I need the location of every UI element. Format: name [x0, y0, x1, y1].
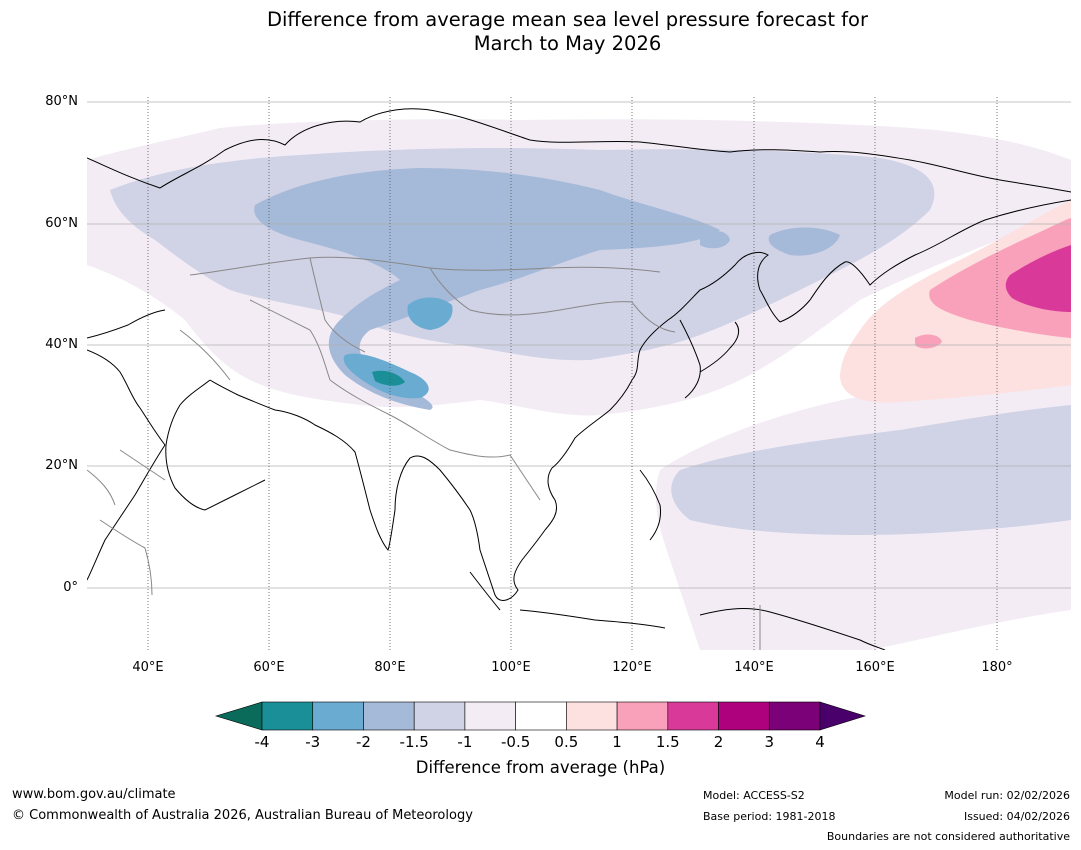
map-area	[87, 97, 1071, 650]
contour-pos-1	[929, 218, 1071, 338]
contour-neg-3	[372, 370, 405, 386]
colorbar-title: Difference from average (hPa)	[415, 758, 666, 777]
title-line-2: March to May 2026	[473, 32, 662, 55]
colorbar-swatch	[413, 701, 466, 731]
lon-label-160e: 160°E	[855, 660, 895, 675]
colorbar-tick-label: 3	[764, 733, 775, 751]
model-name: Model: ACCESS-S2	[703, 789, 805, 802]
contour-neg-1-pacific	[671, 405, 1071, 535]
lon-label-180: 180°	[981, 660, 1013, 675]
colorbar-swatch	[261, 701, 314, 731]
contour-neg-2	[407, 297, 453, 330]
lat-label-40n: 40°N	[45, 337, 78, 352]
colorbar-swatch	[312, 701, 364, 731]
lat-label-0: 0°	[63, 580, 78, 595]
lat-label-20n: 20°N	[45, 458, 78, 473]
colorbar-swatch	[768, 701, 821, 731]
colorbar-tick-label: -1.5	[399, 733, 429, 751]
colorbar-tick-label: 1	[612, 733, 622, 751]
issued-date: Issued: 04/02/2026	[963, 810, 1070, 823]
model-run-date: Model run: 02/02/2026	[944, 789, 1070, 802]
colorbar-tick-label: -4	[254, 733, 270, 751]
colorbar-swatch	[667, 701, 719, 731]
country-borders	[87, 256, 761, 650]
colorbar-swatch	[515, 701, 567, 731]
colorbar-tick-label: 2	[713, 733, 724, 751]
lon-label-120e: 120°E	[612, 660, 652, 675]
colorbar-swatch	[566, 701, 618, 731]
colorbar-tick-label: -1	[457, 733, 473, 751]
lat-label-80n: 80°N	[45, 94, 78, 109]
contour-neg-1-5-east	[768, 227, 840, 256]
lon-label-80e: 80°E	[374, 660, 406, 675]
coastlines	[87, 108, 1071, 650]
colorbar-tick-label: 0.5	[554, 733, 579, 751]
contour-neg-1-5	[254, 168, 720, 410]
colorbar-tick-label: 1.5	[655, 733, 680, 751]
base-period: Base period: 1981-2018	[703, 810, 836, 823]
colorbar-tick-label: 4	[815, 733, 825, 751]
contour-pos-1-5	[1005, 245, 1071, 312]
colorbar-extend-low	[214, 701, 263, 731]
colorbar-swatch	[616, 701, 669, 731]
colorbar-tick-label: -0.5	[500, 733, 531, 751]
copyright-text: © Commonwealth of Australia 2026, Austra…	[12, 808, 473, 823]
lon-label-60e: 60°E	[253, 660, 285, 675]
meridians	[147, 97, 998, 650]
colorbar-tick-label: -2	[355, 733, 371, 751]
lon-label-100e: 100°E	[491, 660, 531, 675]
contour-neg-1-5-east-2	[700, 230, 730, 249]
title-line-1: Difference from average mean sea level p…	[267, 8, 868, 31]
colorbar-extend-high	[819, 701, 867, 731]
lon-label-40e: 40°E	[132, 660, 164, 675]
colorbar-tick-label: -3	[305, 733, 321, 751]
boundaries-disclaimer: Boundaries are not considered authoritat…	[826, 830, 1070, 843]
map-title: Difference from average mean sea level p…	[0, 8, 1081, 56]
lat-label-60n: 60°N	[45, 216, 78, 231]
colorbar-swatch	[718, 701, 770, 731]
lon-label-140e: 140°E	[734, 660, 774, 675]
colorbar-swatch	[363, 701, 415, 731]
colorbar-swatch	[464, 701, 516, 731]
graticule	[87, 101, 1071, 589]
website-link[interactable]: www.bom.gov.au/climate	[12, 787, 176, 802]
